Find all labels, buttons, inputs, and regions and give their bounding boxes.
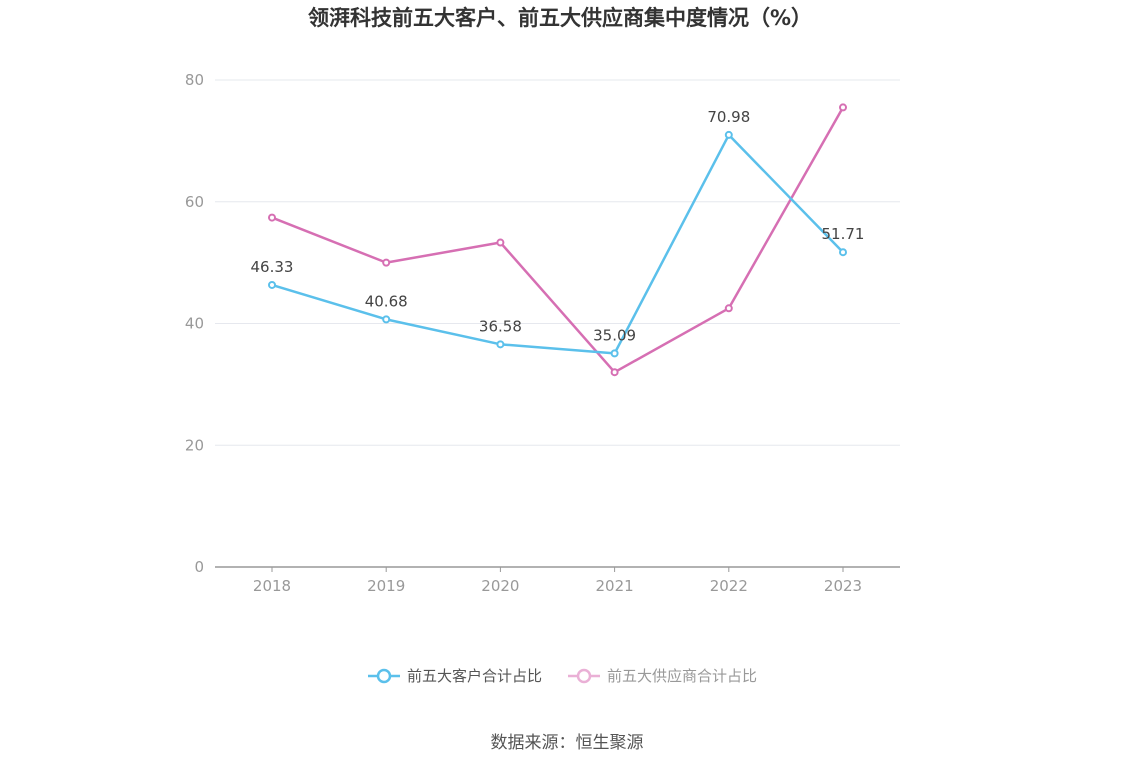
data-label-2021: 35.09 [593, 326, 636, 344]
data-labels: 46.33 40.68 36.58 35.09 70.98 51.71 [251, 108, 865, 344]
series-0-point-2020 [496, 340, 505, 349]
series-line-1 [271, 106, 845, 374]
series-1-point-2021 [610, 368, 619, 377]
series-0-point-2018 [268, 280, 276, 289]
legend-label-0: 前五大客户合计占比 [407, 667, 542, 685]
series-0-point-2019 [382, 315, 391, 324]
legend-marker-0 [376, 668, 392, 684]
x-tick-label-2023: 2023 [824, 577, 862, 595]
chart-title: 领湃科技前五大客户、前五大供应商集中度情况（%） [308, 6, 812, 30]
x-tick-label-2020: 2020 [481, 577, 519, 595]
series-1-point-2022 [724, 304, 733, 313]
series-0-point-2023 [839, 248, 847, 257]
data-label-2019: 40.68 [365, 292, 408, 310]
y-tick-label-0: 0 [194, 558, 204, 576]
legend-item-1[interactable]: 前五大供应商合计占比 [568, 667, 757, 685]
series-0-point-2022 [724, 130, 733, 139]
series-1-point-2018 [268, 213, 276, 222]
series-line-0 [271, 133, 844, 355]
data-label-2020: 36.58 [479, 317, 522, 335]
grid-lines [215, 79, 900, 446]
series-0-point-2021 [610, 349, 619, 358]
legend-item-0[interactable]: 前五大客户合计占比 [368, 667, 542, 685]
legend-marker-1 [576, 668, 592, 684]
legend-label-1: 前五大供应商合计占比 [607, 667, 757, 685]
data-label-2022: 70.98 [707, 108, 750, 126]
legend[interactable]: 前五大客户合计占比 前五大供应商合计占比 [368, 667, 757, 685]
x-tick-label-2022: 2022 [710, 577, 748, 595]
y-tick-label-20: 20 [185, 436, 204, 454]
series-1-point-2020 [496, 238, 505, 247]
data-label-2023: 51.71 [822, 225, 865, 243]
series-1-point-2019 [382, 258, 391, 267]
x-tick-label-2018: 2018 [253, 577, 291, 595]
x-tick-label-2021: 2021 [596, 577, 634, 595]
series-layer [268, 103, 847, 377]
x-axis: 2018 2019 2020 2021 2022 2023 [215, 566, 900, 595]
y-tick-label-60: 60 [185, 193, 204, 211]
y-axis: 0 20 40 60 80 [185, 71, 204, 576]
x-tick-label-2019: 2019 [367, 577, 405, 595]
series-1-point-2023 [839, 103, 847, 112]
y-tick-label-80: 80 [185, 71, 204, 89]
data-source: 数据来源：恒生聚源 [491, 733, 644, 753]
y-tick-label-40: 40 [185, 315, 204, 333]
data-label-2018: 46.33 [251, 258, 294, 276]
